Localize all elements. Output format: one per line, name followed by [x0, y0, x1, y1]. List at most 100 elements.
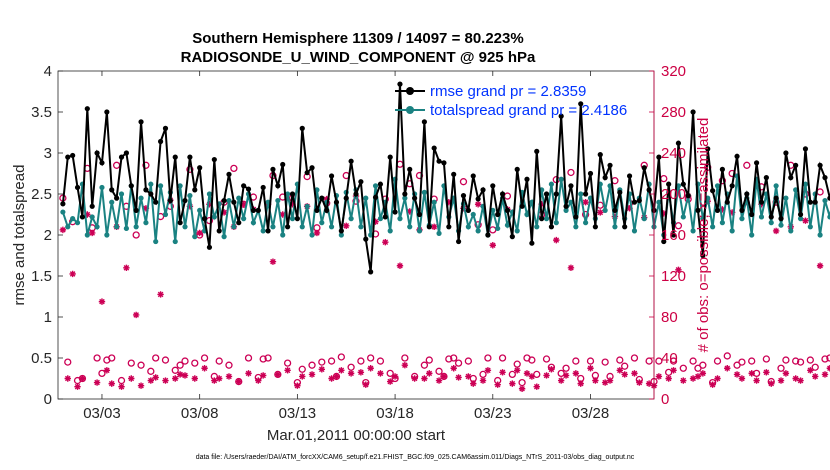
- assimilated-marker: [548, 366, 555, 373]
- possible-marker: [713, 357, 722, 365]
- possible-marker: [562, 364, 570, 372]
- assimilated-marker: [655, 373, 663, 380]
- y-right-tick-label: 320: [661, 63, 686, 80]
- rmse-point: [563, 203, 569, 209]
- rmse-point: [79, 214, 86, 220]
- assimilated-marker: [543, 372, 550, 379]
- rmse-point: [788, 175, 794, 181]
- possible-marker: [699, 361, 707, 369]
- assimilated-marker: [582, 199, 589, 206]
- assimilated-marker: [724, 365, 731, 372]
- rmse-point: [797, 211, 804, 218]
- rmse-point: [509, 234, 515, 240]
- possible-marker: [679, 364, 687, 372]
- possible-marker: [191, 359, 199, 367]
- totalspread-point: [275, 197, 281, 204]
- rmse-point: [245, 186, 252, 192]
- assimilated-marker: [474, 201, 482, 208]
- assimilated-marker: [279, 211, 286, 218]
- series-layer: [59, 81, 830, 392]
- assimilated-marker: [728, 209, 736, 216]
- y-left-tick-label: 3: [44, 145, 52, 162]
- rmse-point: [226, 171, 232, 177]
- totalspread-point: [304, 203, 310, 209]
- assimilated-marker: [152, 374, 159, 381]
- totalspread-point: [197, 207, 203, 213]
- rmse-point: [407, 166, 413, 172]
- rmse-point: [519, 203, 525, 209]
- totalspread-point: [524, 211, 530, 218]
- rmse-point: [719, 166, 725, 172]
- assimilated-marker: [123, 264, 130, 271]
- rmse-point: [534, 148, 540, 154]
- assimilated-marker: [147, 377, 155, 384]
- assimilated-marker: [553, 236, 560, 244]
- assimilated-marker: [631, 370, 638, 377]
- totalspread-point: [822, 197, 828, 204]
- totalspread-point: [236, 195, 242, 201]
- totalspread-point: [221, 234, 227, 240]
- rmse-point: [109, 187, 115, 193]
- rmse-point: [421, 119, 427, 125]
- possible-marker: [586, 357, 595, 365]
- rmse-point: [353, 191, 359, 197]
- rmse-point: [548, 224, 555, 230]
- rmse-point: [607, 162, 613, 168]
- assimilated-marker: [245, 370, 252, 377]
- rmse-point: [705, 146, 711, 152]
- rmse-point: [675, 140, 682, 146]
- rmse-point: [319, 195, 325, 201]
- possible-marker: [401, 354, 409, 362]
- totalspread-point: [114, 224, 120, 230]
- possible-marker: [572, 357, 580, 365]
- rmse-point: [539, 216, 545, 222]
- possible-marker: [161, 356, 170, 364]
- rmse-point: [641, 165, 647, 171]
- assimilated-marker: [450, 365, 457, 372]
- assimilated-marker: [812, 373, 819, 380]
- rmse-point: [446, 224, 452, 230]
- totalspread-point: [133, 224, 139, 230]
- possible-marker: [777, 364, 785, 372]
- assimilated-marker: [494, 381, 501, 388]
- rmse-point: [602, 175, 608, 181]
- rmse-point: [236, 220, 242, 226]
- rmse-point: [827, 195, 830, 201]
- rmse-point: [734, 153, 740, 159]
- totalspread-point: [719, 220, 725, 226]
- totalspread-point: [206, 191, 213, 197]
- assimilated-marker: [191, 375, 198, 382]
- rmse-line: [61, 84, 830, 273]
- rmse-point: [558, 113, 564, 119]
- rmse-point: [60, 201, 66, 207]
- possible-marker: [132, 231, 140, 239]
- totalspread-point: [797, 216, 804, 222]
- totalspread-point: [578, 191, 584, 197]
- rmse-point: [514, 166, 520, 172]
- totalspread-point: [802, 181, 809, 187]
- rmse-point: [700, 252, 706, 259]
- assimilated-marker: [69, 270, 76, 278]
- rmse-point: [807, 199, 813, 205]
- y-left-tick-label: 2.5: [31, 186, 52, 203]
- rmse-point: [480, 187, 486, 193]
- y-right-tick-label: 80: [661, 309, 678, 326]
- totalspread-point: [309, 232, 315, 238]
- y-left-tick-label: 1: [44, 309, 52, 326]
- possible-marker: [567, 168, 575, 177]
- totalspread-point: [280, 232, 286, 238]
- rmse-point: [617, 189, 623, 195]
- rmse-point: [626, 173, 633, 179]
- possible-marker: [811, 363, 819, 371]
- assimilated-marker: [206, 201, 213, 208]
- assimilated-marker: [445, 199, 453, 206]
- totalspread-point: [729, 228, 735, 234]
- assimilated-marker: [435, 377, 443, 384]
- rmse-point: [177, 220, 183, 226]
- rmse-point: [636, 197, 642, 204]
- rmse-point: [504, 207, 511, 213]
- assimilated-marker: [235, 378, 242, 385]
- assimilated-marker: [699, 370, 707, 377]
- possible-marker: [616, 356, 624, 364]
